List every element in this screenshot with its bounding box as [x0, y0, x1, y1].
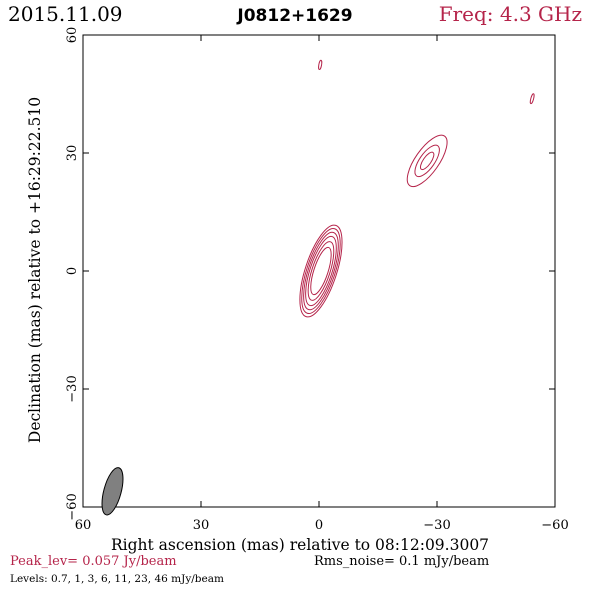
rms-noise: Rms_noise= 0.1 mJy/beam	[314, 554, 490, 569]
component-east-blob	[529, 93, 535, 105]
frequency-label: Freq: 4.3 GHz	[438, 2, 582, 26]
source-name: J0812+1629	[237, 6, 353, 26]
contour-line	[529, 93, 535, 105]
contour-line	[310, 246, 332, 296]
x-tick-label: −30	[423, 518, 450, 533]
contour-line	[303, 231, 339, 311]
observation-date: 2015.11.09	[8, 2, 123, 26]
beam-layer	[101, 467, 124, 516]
plot-frame	[82, 34, 556, 508]
peak-level: Peak_lev= 0.057 Jy/beam	[10, 554, 177, 569]
x-tick-label: −60	[541, 518, 568, 533]
contour-line	[307, 241, 335, 301]
contour-line	[419, 151, 435, 171]
y-tick-label: 0	[65, 267, 80, 275]
contour-levels: Levels: 0.7, 1, 3, 6, 11, 23, 46 mJy/bea…	[10, 573, 224, 585]
y-tick-label: 60	[65, 27, 80, 44]
y-tick-label: −30	[65, 375, 80, 402]
x-axis-label: Right ascension (mas) relative to 08:12:…	[111, 536, 489, 554]
contour-line	[318, 59, 323, 71]
component-core	[299, 224, 343, 318]
contour-line	[301, 228, 341, 314]
contour-line	[305, 235, 337, 307]
contour-layer	[299, 59, 535, 318]
contour-line	[414, 144, 440, 178]
y-tick-label: 30	[65, 145, 80, 162]
contour-line	[299, 224, 343, 318]
component-jet-knot	[406, 134, 448, 188]
x-tick-label: 60	[75, 518, 92, 533]
y-tick-label: −60	[65, 493, 80, 520]
contour-line	[406, 134, 448, 188]
x-tick-label: 30	[193, 518, 210, 533]
beam-ellipse	[101, 467, 124, 516]
tick-labels: 60 30 0 −30 −60 −60 −30 0 30 60	[65, 27, 569, 533]
axis-ticks	[82, 34, 556, 508]
x-tick-label: 0	[315, 518, 323, 533]
y-axis-label: Declination (mas) relative to +16:29:22.…	[26, 97, 44, 443]
component-north-blob	[318, 59, 323, 71]
plot-border	[82, 34, 556, 508]
